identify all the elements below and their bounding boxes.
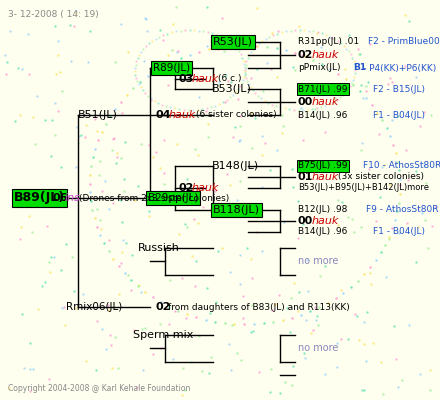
Text: Rmix06(JL): Rmix06(JL) (66, 302, 122, 312)
Text: 03: 03 (178, 74, 193, 84)
Text: 00: 00 (298, 216, 313, 226)
Text: R31pp(JL) .01: R31pp(JL) .01 (298, 38, 359, 46)
Text: B1: B1 (353, 64, 366, 72)
Text: (6 c.): (6 c.) (218, 74, 242, 84)
Text: hauk: hauk (312, 97, 339, 107)
Text: 04: 04 (155, 110, 171, 120)
Text: R53(JL): R53(JL) (213, 37, 253, 47)
Text: 01: 01 (298, 172, 313, 182)
Text: B71(JL) .99: B71(JL) .99 (298, 84, 348, 94)
Text: F10 - AthosSt80R: F10 - AthosSt80R (363, 162, 440, 170)
Text: 02: 02 (298, 50, 313, 60)
Text: hauk: hauk (169, 110, 196, 120)
Text: 02: 02 (178, 183, 193, 193)
Text: F1 - B04(JL): F1 - B04(JL) (373, 228, 425, 236)
Text: B14(JL) .96: B14(JL) .96 (298, 228, 347, 236)
Text: 00: 00 (298, 97, 313, 107)
Text: B148(JL): B148(JL) (212, 161, 259, 171)
Text: no more: no more (298, 256, 338, 266)
Text: B53(JL): B53(JL) (212, 84, 252, 94)
Text: 06: 06 (52, 193, 67, 203)
Text: F2 - PrimBlue00: F2 - PrimBlue00 (368, 38, 440, 46)
Text: F2 - B15(JL): F2 - B15(JL) (373, 84, 425, 94)
Text: hauk: hauk (312, 216, 339, 226)
Text: R89(JL): R89(JL) (153, 63, 190, 73)
Text: B89(JL): B89(JL) (14, 192, 65, 204)
Text: B12(JL) .98: B12(JL) .98 (298, 206, 347, 214)
Text: (3x sister colonies): (3x sister colonies) (338, 172, 424, 182)
Text: hauk: hauk (312, 50, 339, 60)
Text: hauk: hauk (192, 74, 220, 84)
Text: Copyright 2004-2008 @ Karl Kehale Foundation: Copyright 2004-2008 @ Karl Kehale Founda… (8, 384, 191, 393)
Text: hauk: hauk (192, 183, 220, 193)
Text: from daughters of B83(JL) and R113(KK): from daughters of B83(JL) and R113(KK) (168, 302, 350, 312)
Text: (6 sister colonies): (6 sister colonies) (196, 110, 277, 120)
Text: F9 - AthosSt80R: F9 - AthosSt80R (366, 206, 439, 214)
Text: B75(JL) .99: B75(JL) .99 (298, 162, 348, 170)
Text: Sperm mix: Sperm mix (133, 330, 193, 340)
Text: no more: no more (298, 343, 338, 353)
Text: B53(JL)+B95(JL)+B142(JL)more: B53(JL)+B95(JL)+B142(JL)more (298, 184, 429, 192)
Text: B51(JL): B51(JL) (78, 110, 118, 120)
Text: F1 - B04(JL): F1 - B04(JL) (373, 110, 425, 120)
Text: hauk: hauk (312, 172, 339, 182)
Text: 02: 02 (155, 302, 170, 312)
Text: ins: ins (65, 193, 81, 203)
Text: 3- 12-2008 ( 14: 19): 3- 12-2008 ( 14: 19) (8, 10, 99, 19)
Text: B14(JL) .96: B14(JL) .96 (298, 110, 347, 120)
Text: (Drones from 2x3 sister colonies): (Drones from 2x3 sister colonies) (79, 194, 229, 202)
Text: Russish: Russish (138, 243, 180, 253)
Text: B118(JL): B118(JL) (213, 205, 260, 215)
Text: pPmix(JL): pPmix(JL) (298, 64, 341, 72)
Text: - P4(KK)+P6(KK): - P4(KK)+P6(KK) (363, 64, 436, 72)
Text: B29pp(JL): B29pp(JL) (148, 193, 198, 203)
